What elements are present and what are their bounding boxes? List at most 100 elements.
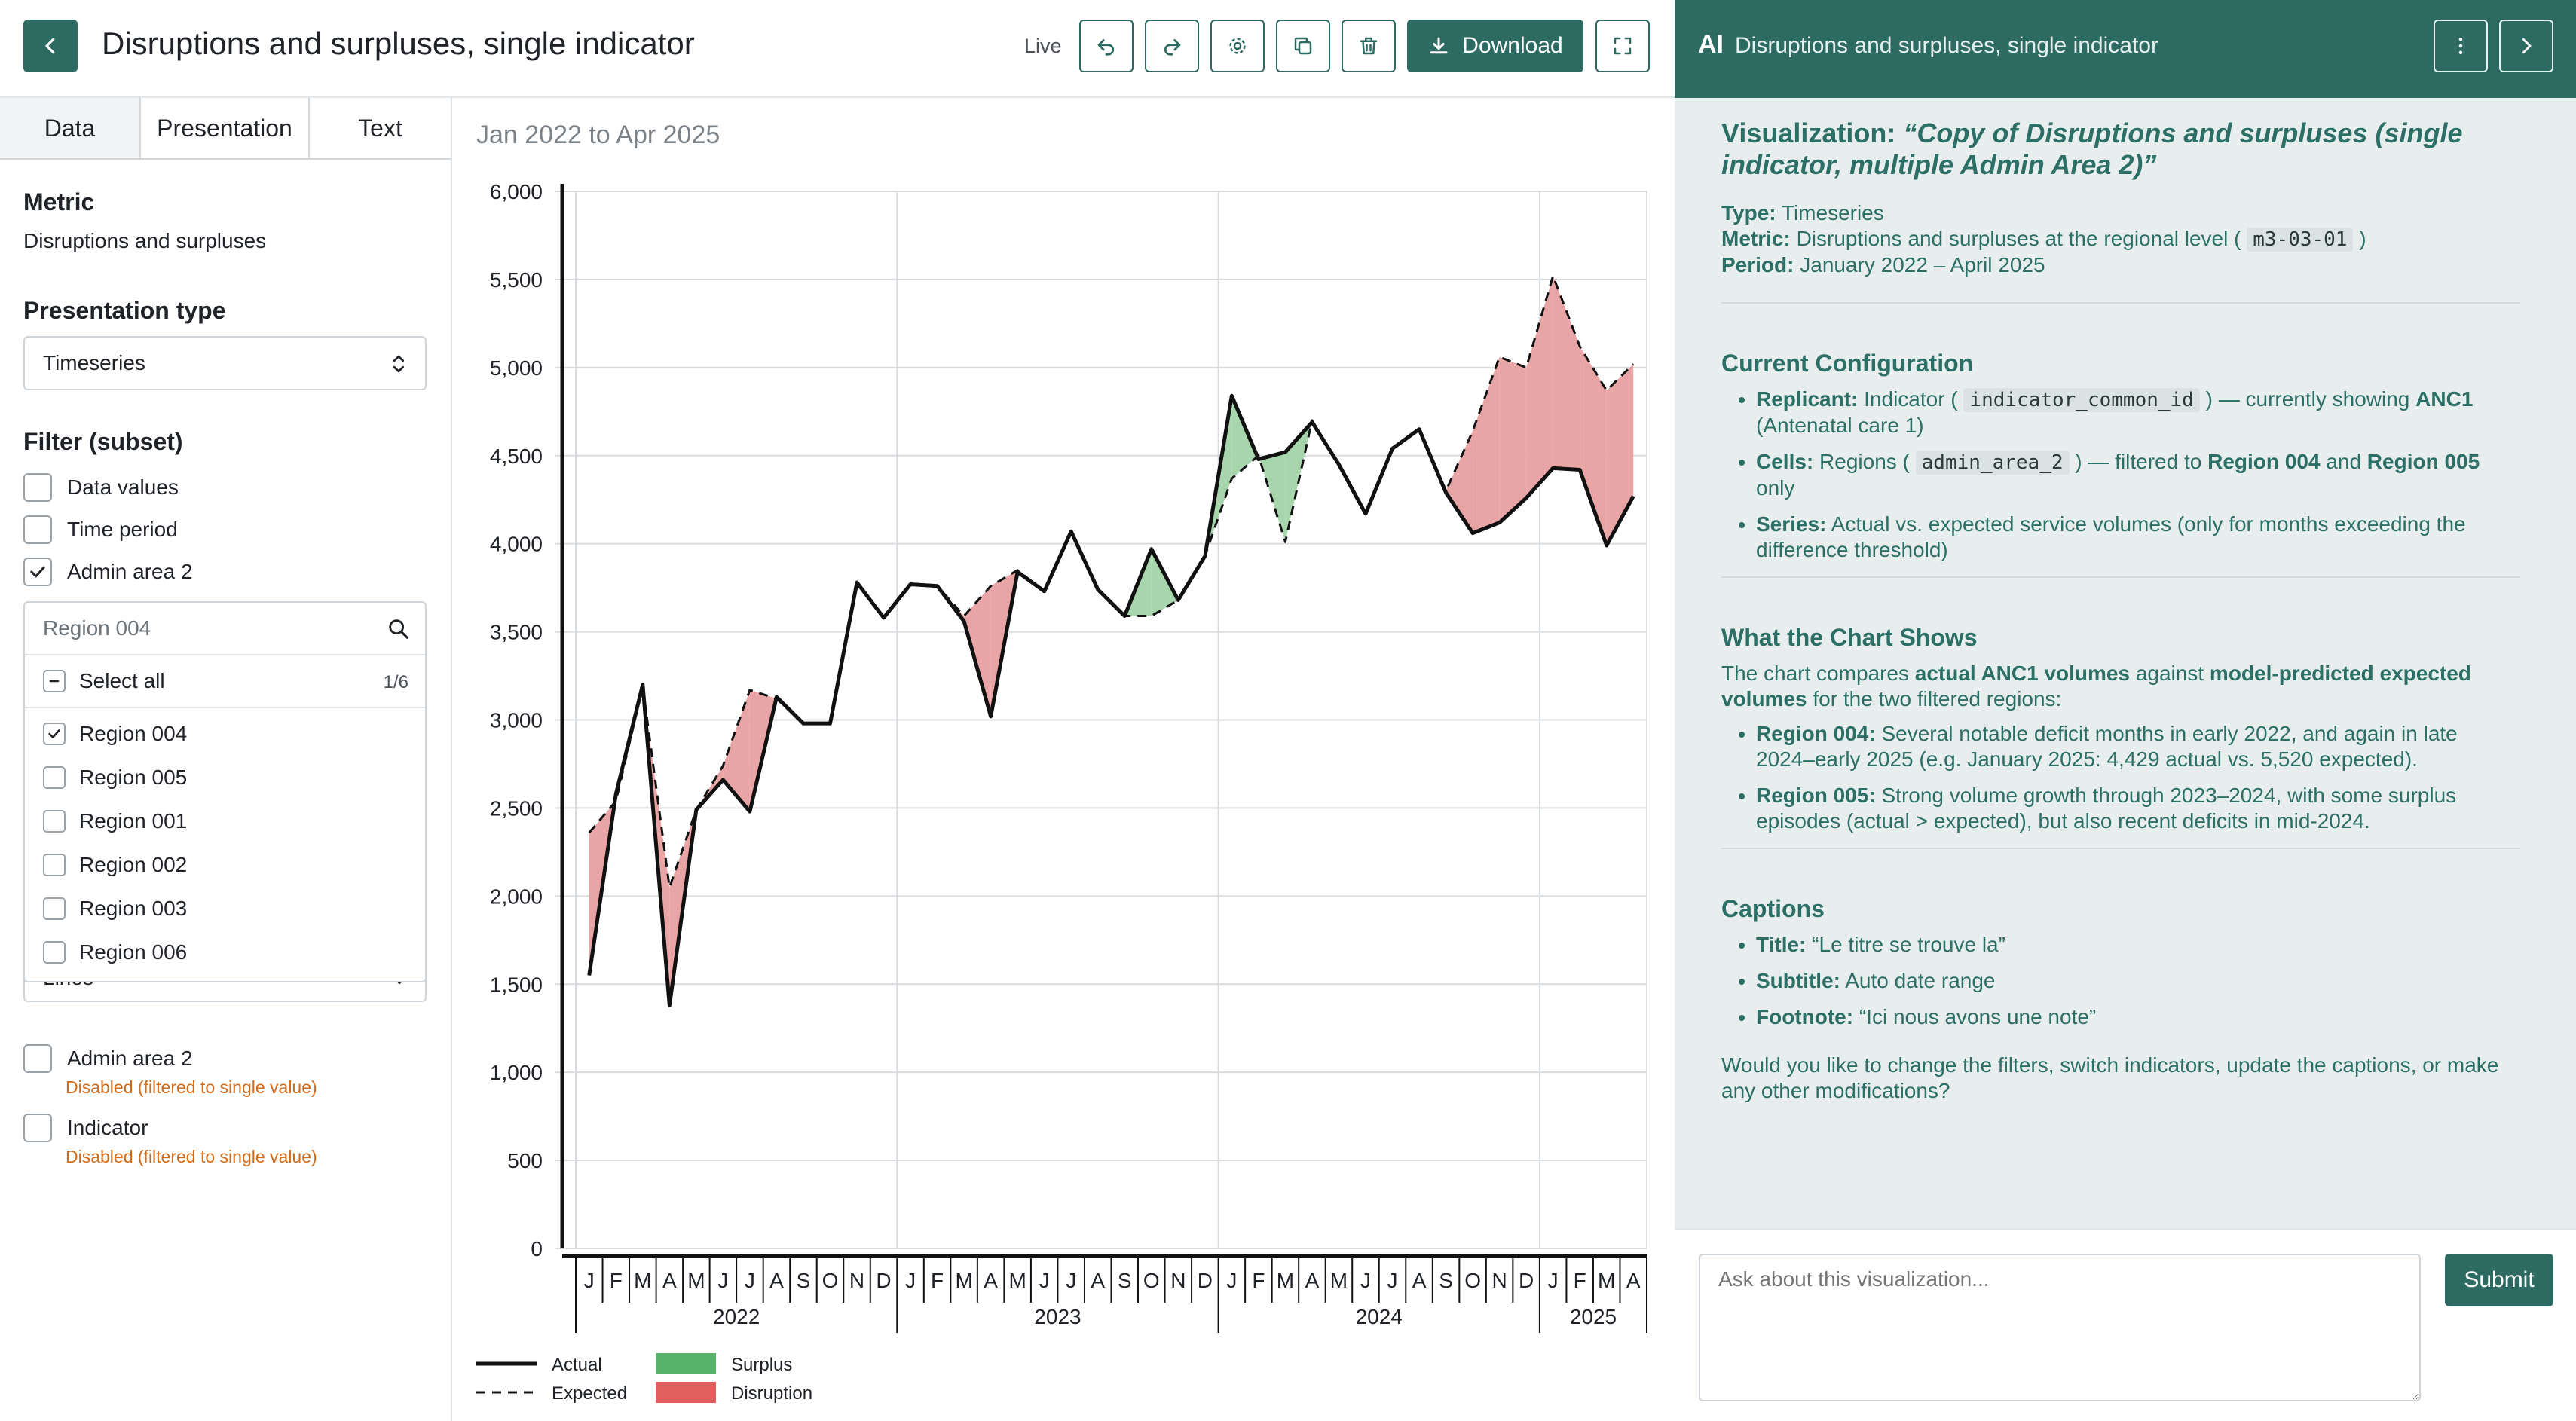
checkbox[interactable] [43,854,66,876]
closing-question: Would you like to change the filters, sw… [1721,1053,2499,1102]
submit-button[interactable]: Submit [2445,1254,2553,1306]
list-item[interactable]: Region 002 [43,853,187,877]
trash-icon [1360,37,1378,55]
ai-collapse-button[interactable] [2499,20,2553,72]
list-item: Region 004: Several notable deficit mont… [1756,721,2520,772]
duplicate-button[interactable] [1276,20,1330,72]
list-item[interactable]: Region 003 [43,897,187,921]
legend-disruption-swatch [656,1382,716,1403]
captions-list: Title: “Le titre se trouve la” Subtitle:… [1756,932,2520,1030]
checkbox[interactable] [43,941,66,964]
month-label: F [1252,1269,1265,1292]
month-label: N [1491,1269,1507,1292]
redo-button[interactable] [1145,20,1199,72]
month-label: O [1464,1269,1481,1292]
y-tick-label: 4,500 [490,445,543,468]
region-text: Several notable deficit months in early … [1756,722,2458,771]
month-label: F [1574,1269,1586,1292]
tab-data[interactable]: Data [0,98,141,158]
region-label: Region 001 [79,809,188,833]
checkbox[interactable] [23,515,52,544]
regions-list: Region 004: Several notable deficit mont… [1756,721,2520,834]
download-button[interactable]: Download [1407,20,1583,72]
presentation-type-select[interactable]: Timeseries [23,336,427,390]
checkbox[interactable] [43,766,66,789]
replicant-label: Replicant: [1756,387,1859,411]
metric-label: Metric: [1721,227,1791,250]
metric-text: Disruptions and surpluses at the regiona… [1790,227,2241,250]
month-label: N [1170,1269,1186,1292]
y-tick-label: 2,500 [490,796,543,820]
search-icon [389,619,408,639]
month-label: J [1360,1269,1371,1292]
disruption-area [1473,356,1500,533]
legend-label: Actual [552,1355,602,1375]
ask-input[interactable] [1699,1254,2421,1401]
filter-label: Admin area 2 [67,560,193,583]
expected-series-line [588,274,1635,889]
undo-button[interactable] [1079,20,1134,72]
grid [555,191,1647,1249]
checkbox[interactable] [23,1044,52,1073]
month-label: D [1198,1269,1213,1292]
month-label: J [584,1269,595,1292]
presentation-type-heading: Presentation type [23,297,226,324]
month-label: A [662,1269,677,1292]
more-vertical-icon [2458,38,2463,54]
list-item[interactable]: Region 005 [43,766,187,790]
region-dropdown: Region 004 Select all 1/6 Region 004 Reg… [23,601,427,982]
list-item[interactable]: Region 001 [43,809,187,833]
list-item[interactable]: Region 006 [43,940,187,964]
replicant-text: Indicator ( [1858,387,1958,411]
shows-bold: model-predicted expected volumes [1721,662,2471,710]
checkbox[interactable] [23,473,52,502]
list-item[interactable]: Region 004 [43,722,187,746]
month-label: O [822,1269,839,1292]
month-label: J [717,1269,728,1292]
ai-menu-button[interactable] [2434,20,2488,72]
type-value: Timeseries [1776,201,1884,225]
select-all-checkbox[interactable] [43,670,66,692]
filter-data-values[interactable]: Data values [23,473,179,502]
region-label: Region 005: [1756,784,1876,807]
filter-time-period[interactable]: Time period [23,515,178,544]
disaggregate-admin-area-2[interactable]: Admin area 2 [23,1044,193,1073]
disaggregate-label: Indicator [67,1116,148,1139]
back-button[interactable] [23,20,78,72]
checkbox[interactable] [23,1114,52,1142]
left-panel: Data Presentation Text Metric Disruption… [0,98,452,1421]
ai-conversation: Visualization: “Copy of Disruptions and … [1675,98,2576,1228]
month-label: J [1066,1269,1076,1292]
filter-admin-area-2[interactable]: Admin area 2 [23,558,193,586]
page-title: Disruptions and surpluses, single indica… [102,26,695,61]
list-item: Cells: Regions ( admin_area_2 ) — filter… [1756,449,2520,501]
checkbox-checked[interactable] [43,723,66,745]
checkbox[interactable] [43,897,66,920]
tab-presentation[interactable]: Presentation [141,98,310,158]
tab-text[interactable]: Text [358,114,402,142]
caption-label: Footnote: [1756,1005,1854,1028]
region-label: Region 006 [79,940,188,964]
caption-value: “Le titre se trouve la” [1806,933,2005,956]
type-line: Type: Timeseries [1721,200,2520,226]
cells-text: and [2320,450,2367,473]
checkbox[interactable] [43,810,66,833]
region-search-input[interactable]: Region 004 [25,603,425,655]
checkbox-checked[interactable] [23,558,52,586]
select-all-row[interactable]: Select all 1/6 [25,655,425,708]
ai-input-area: Submit [1675,1228,2576,1421]
disaggregate-indicator[interactable]: Indicator [23,1114,148,1142]
month-label: M [1008,1269,1026,1292]
settings-button[interactable] [1210,20,1265,72]
shows-bold: actual ANC1 volumes [1914,662,2131,685]
chevron-updown-icon [393,355,405,373]
delete-button[interactable] [1342,20,1396,72]
year-label: 2025 [1570,1305,1617,1328]
region-label: Region 002 [79,853,188,876]
disabled-note: Disabled (filtered to single value) [66,1147,317,1166]
fullscreen-button[interactable] [1595,20,1650,72]
filter-heading: Filter (subset) [23,428,183,455]
month-label: J [1039,1269,1050,1292]
config-list: Replicant: Indicator ( indicator_common_… [1756,387,2520,563]
period-line: Period: January 2022 – April 2025 [1721,252,2520,278]
